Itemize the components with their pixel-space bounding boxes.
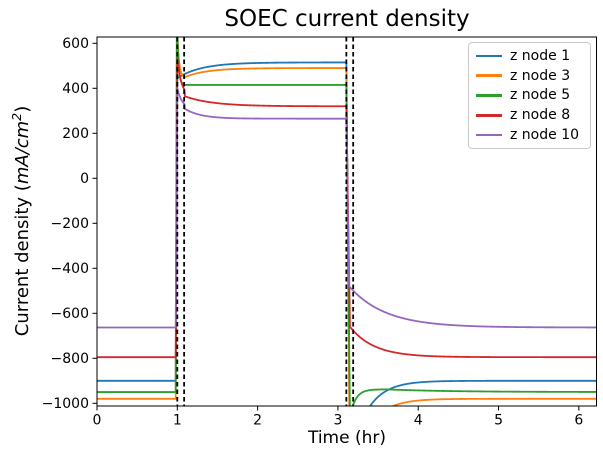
legend-line-sample [476, 133, 502, 137]
legend-item-z-node-1: z node 1 [476, 46, 590, 65]
x-tick-label: 1 [173, 413, 182, 429]
y-tick-label: −600 [51, 306, 89, 322]
legend: z node 1 z node 3 z node 5 z node 8 z no… [468, 42, 591, 149]
legend-line-sample [476, 54, 502, 58]
x-tick-label: 4 [414, 413, 423, 429]
legend-line-sample [476, 74, 502, 77]
y-axis-label-prefix: Current density ( [12, 184, 33, 337]
y-axis-label-superscript: 2 [9, 112, 24, 121]
y-axis-label-suffix: ) [12, 105, 33, 113]
legend-line-sample [476, 94, 502, 97]
y-axis-label-units: mA/cm [12, 120, 33, 185]
x-tick-label: 0 [93, 413, 102, 429]
axes-frame [96, 36, 597, 407]
y-tick-label: −200 [51, 216, 89, 232]
y-tick-label: −1000 [42, 396, 89, 412]
y-tick-label: 0 [80, 171, 89, 187]
legend-item-z-node-3: z node 3 [476, 66, 590, 85]
x-tick-label: 5 [494, 413, 503, 429]
legend-item-z-node-10: z node 10 [476, 126, 590, 145]
y-tick-label: 200 [62, 126, 89, 142]
chart-title: SOEC current density [224, 6, 470, 32]
x-tick-label: 6 [574, 413, 583, 429]
legend-label: z node 1 [510, 47, 571, 64]
y-axis-label: Current density (mA/cm2) [9, 106, 33, 336]
y-tick-label: 600 [62, 36, 89, 52]
legend-label: z node 5 [510, 87, 571, 104]
legend-label: z node 8 [510, 107, 571, 124]
legend-item-z-node-5: z node 5 [476, 86, 590, 105]
legend-label: z node 3 [510, 67, 571, 84]
legend-label: z node 10 [510, 127, 580, 144]
x-tick-label: 2 [253, 413, 262, 429]
x-tick-label: 3 [333, 413, 342, 429]
y-tick-label: 400 [62, 81, 89, 97]
x-axis-label: Time (hr) [307, 428, 387, 448]
legend-line-sample [476, 114, 502, 117]
y-tick-label: −400 [51, 261, 89, 277]
y-tick-label: −800 [51, 351, 89, 367]
legend-item-z-node-8: z node 8 [476, 106, 590, 125]
